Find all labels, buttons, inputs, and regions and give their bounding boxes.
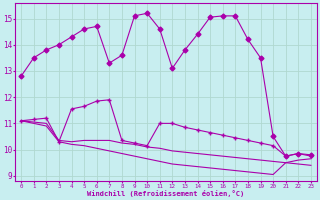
X-axis label: Windchill (Refroidissement éolien,°C): Windchill (Refroidissement éolien,°C) <box>87 190 244 197</box>
